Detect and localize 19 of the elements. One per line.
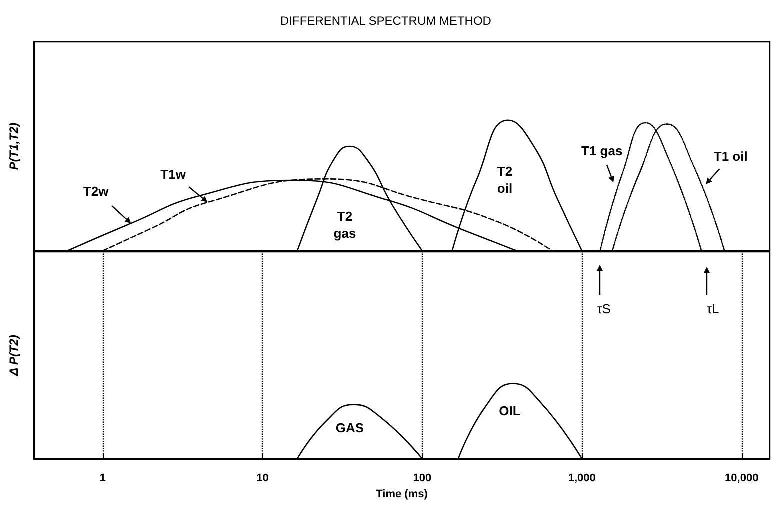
x-tick-label: 10,000: [725, 472, 759, 484]
x-tick-label: 10: [256, 472, 269, 484]
y-axis-title: Δ P(T2): [7, 335, 21, 377]
text: τS: [597, 302, 612, 316]
y-axis-title: P(T1,T2): [7, 122, 21, 170]
annotation: OIL: [499, 404, 521, 418]
x-axis-title: Time (ms): [376, 488, 428, 500]
chart-title: DIFFERENTIAL SPECTRUM METHOD: [280, 14, 492, 28]
annotation: T2 gas: [334, 209, 356, 241]
annotation: T1 oil: [714, 148, 748, 164]
annotation: T1w: [160, 167, 187, 182]
text: τL: [706, 302, 720, 316]
annotation: T2w: [83, 184, 110, 200]
x-tick-label: 100: [413, 472, 432, 484]
x-tick-label: 1,000: [568, 472, 596, 484]
annotation: T2 oil: [497, 164, 513, 196]
x-tick-label: 1: [100, 472, 106, 484]
annotation: T1 gas: [582, 144, 623, 159]
annotation: GAS: [336, 420, 364, 436]
